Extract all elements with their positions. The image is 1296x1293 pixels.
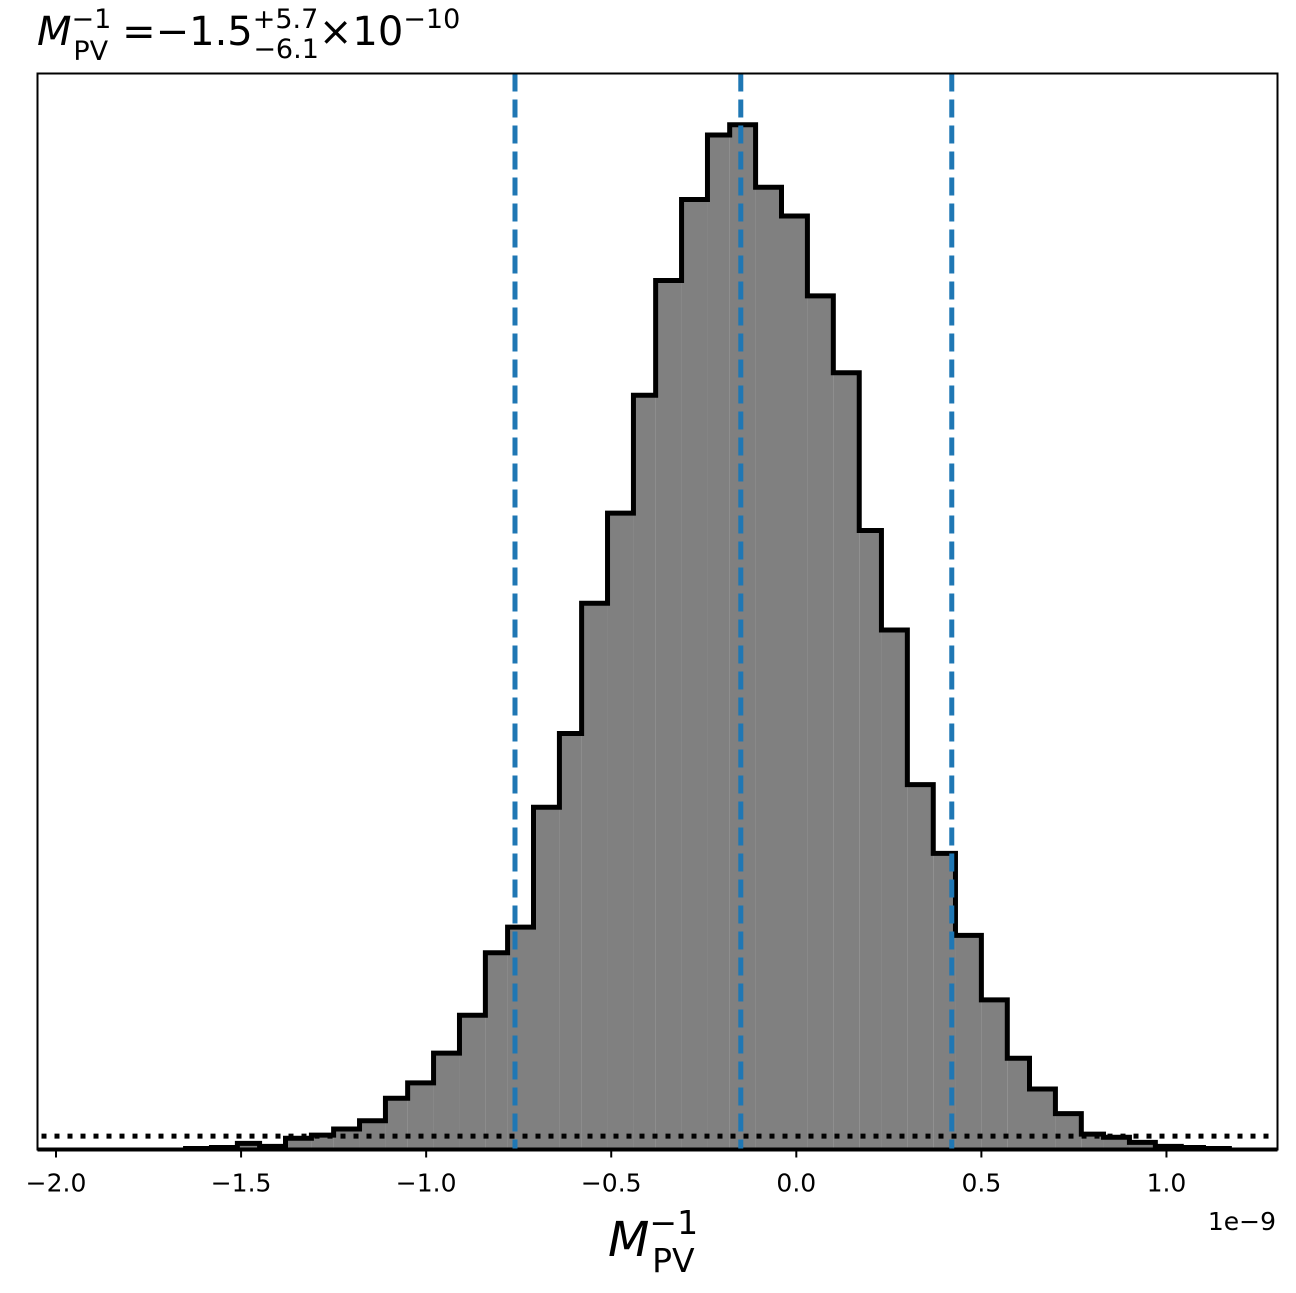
title-sup: −1: [72, 4, 112, 35]
xlabel-symbol: M: [608, 1212, 649, 1268]
histogram-bar-13: [507, 927, 534, 1150]
histogram-bar-5: [311, 1135, 334, 1150]
histogram-bar-17: [607, 513, 634, 1150]
chart-title: M−1 PV =−1.5+5.7 −6.1×10−10: [37, 4, 460, 67]
histogram-bar-25: [807, 295, 834, 1150]
histogram-bar-4: [285, 1138, 312, 1150]
x-tick-label-1: −1.5: [211, 1169, 272, 1198]
x-tick-label-6: 1.0: [1147, 1169, 1187, 1198]
title-base: 10: [352, 9, 403, 55]
histogram-bar-2: [237, 1143, 260, 1150]
axes-frame: [36, 72, 1279, 1151]
histogram-bar-20: [681, 199, 708, 1150]
histogram-bar-35: [1055, 1113, 1082, 1150]
title-err-minus: −6.1: [253, 34, 319, 65]
histogram-bar-6: [333, 1129, 360, 1150]
histogram-bar-11: [459, 1015, 486, 1150]
histogram-bar-18: [633, 395, 656, 1150]
histogram-bar-27: [859, 530, 882, 1150]
xlabel-sub: PV: [652, 1241, 695, 1280]
x-tick-label-2: −1.0: [396, 1169, 457, 1198]
histogram-bar-9: [407, 1082, 434, 1150]
histogram-bar-23: [755, 187, 782, 1150]
plot-area: [37, 73, 1278, 1152]
x-tick-label-3: −0.5: [581, 1169, 642, 1198]
histogram-bar-10: [433, 1053, 460, 1150]
histogram-bar-32: [981, 999, 1008, 1150]
title-sub: PV: [73, 36, 108, 67]
histogram-bar-28: [881, 629, 908, 1150]
histogram-bar-29: [907, 784, 934, 1150]
title-equals: =: [122, 9, 156, 55]
histogram-bar-26: [833, 372, 860, 1150]
x-axis-label: M−1 PV: [608, 1203, 698, 1280]
histogram-bar-19: [655, 280, 682, 1150]
histogram-bar-8: [385, 1098, 408, 1150]
title-times: ×: [319, 9, 353, 55]
histogram-bar-31: [955, 935, 982, 1150]
histogram-bar-34: [1029, 1089, 1056, 1150]
histogram-bar-38: [1129, 1142, 1156, 1150]
histogram-bar-24: [781, 215, 808, 1150]
histogram-bar-16: [581, 603, 608, 1150]
xlabel-sup: −1: [649, 1203, 698, 1242]
title-err-plus: +5.7: [253, 4, 319, 35]
title-symbol: M: [37, 9, 72, 55]
histogram-bar-14: [533, 807, 560, 1150]
x-ticks: −2.0 −1.5 −1.0 −0.5 0.0 0.5 1.0: [26, 1149, 1187, 1198]
histogram-bar-33: [1007, 1058, 1030, 1150]
histogram-bar-37: [1103, 1137, 1130, 1150]
histogram-outline: [183, 122, 1232, 1151]
histogram-bar-21: [707, 134, 730, 1150]
x-tick-label-4: 0.0: [776, 1169, 816, 1198]
x-tick-label-0: −2.0: [26, 1169, 87, 1198]
x-tick-label-5: 0.5: [961, 1169, 1001, 1198]
histogram-bar-15: [559, 733, 582, 1150]
x-offset-label: 1e−9: [1208, 1207, 1276, 1236]
title-value: −1.5: [156, 9, 253, 55]
histogram-bar-12: [485, 952, 508, 1150]
title-exponent: −10: [403, 4, 460, 35]
